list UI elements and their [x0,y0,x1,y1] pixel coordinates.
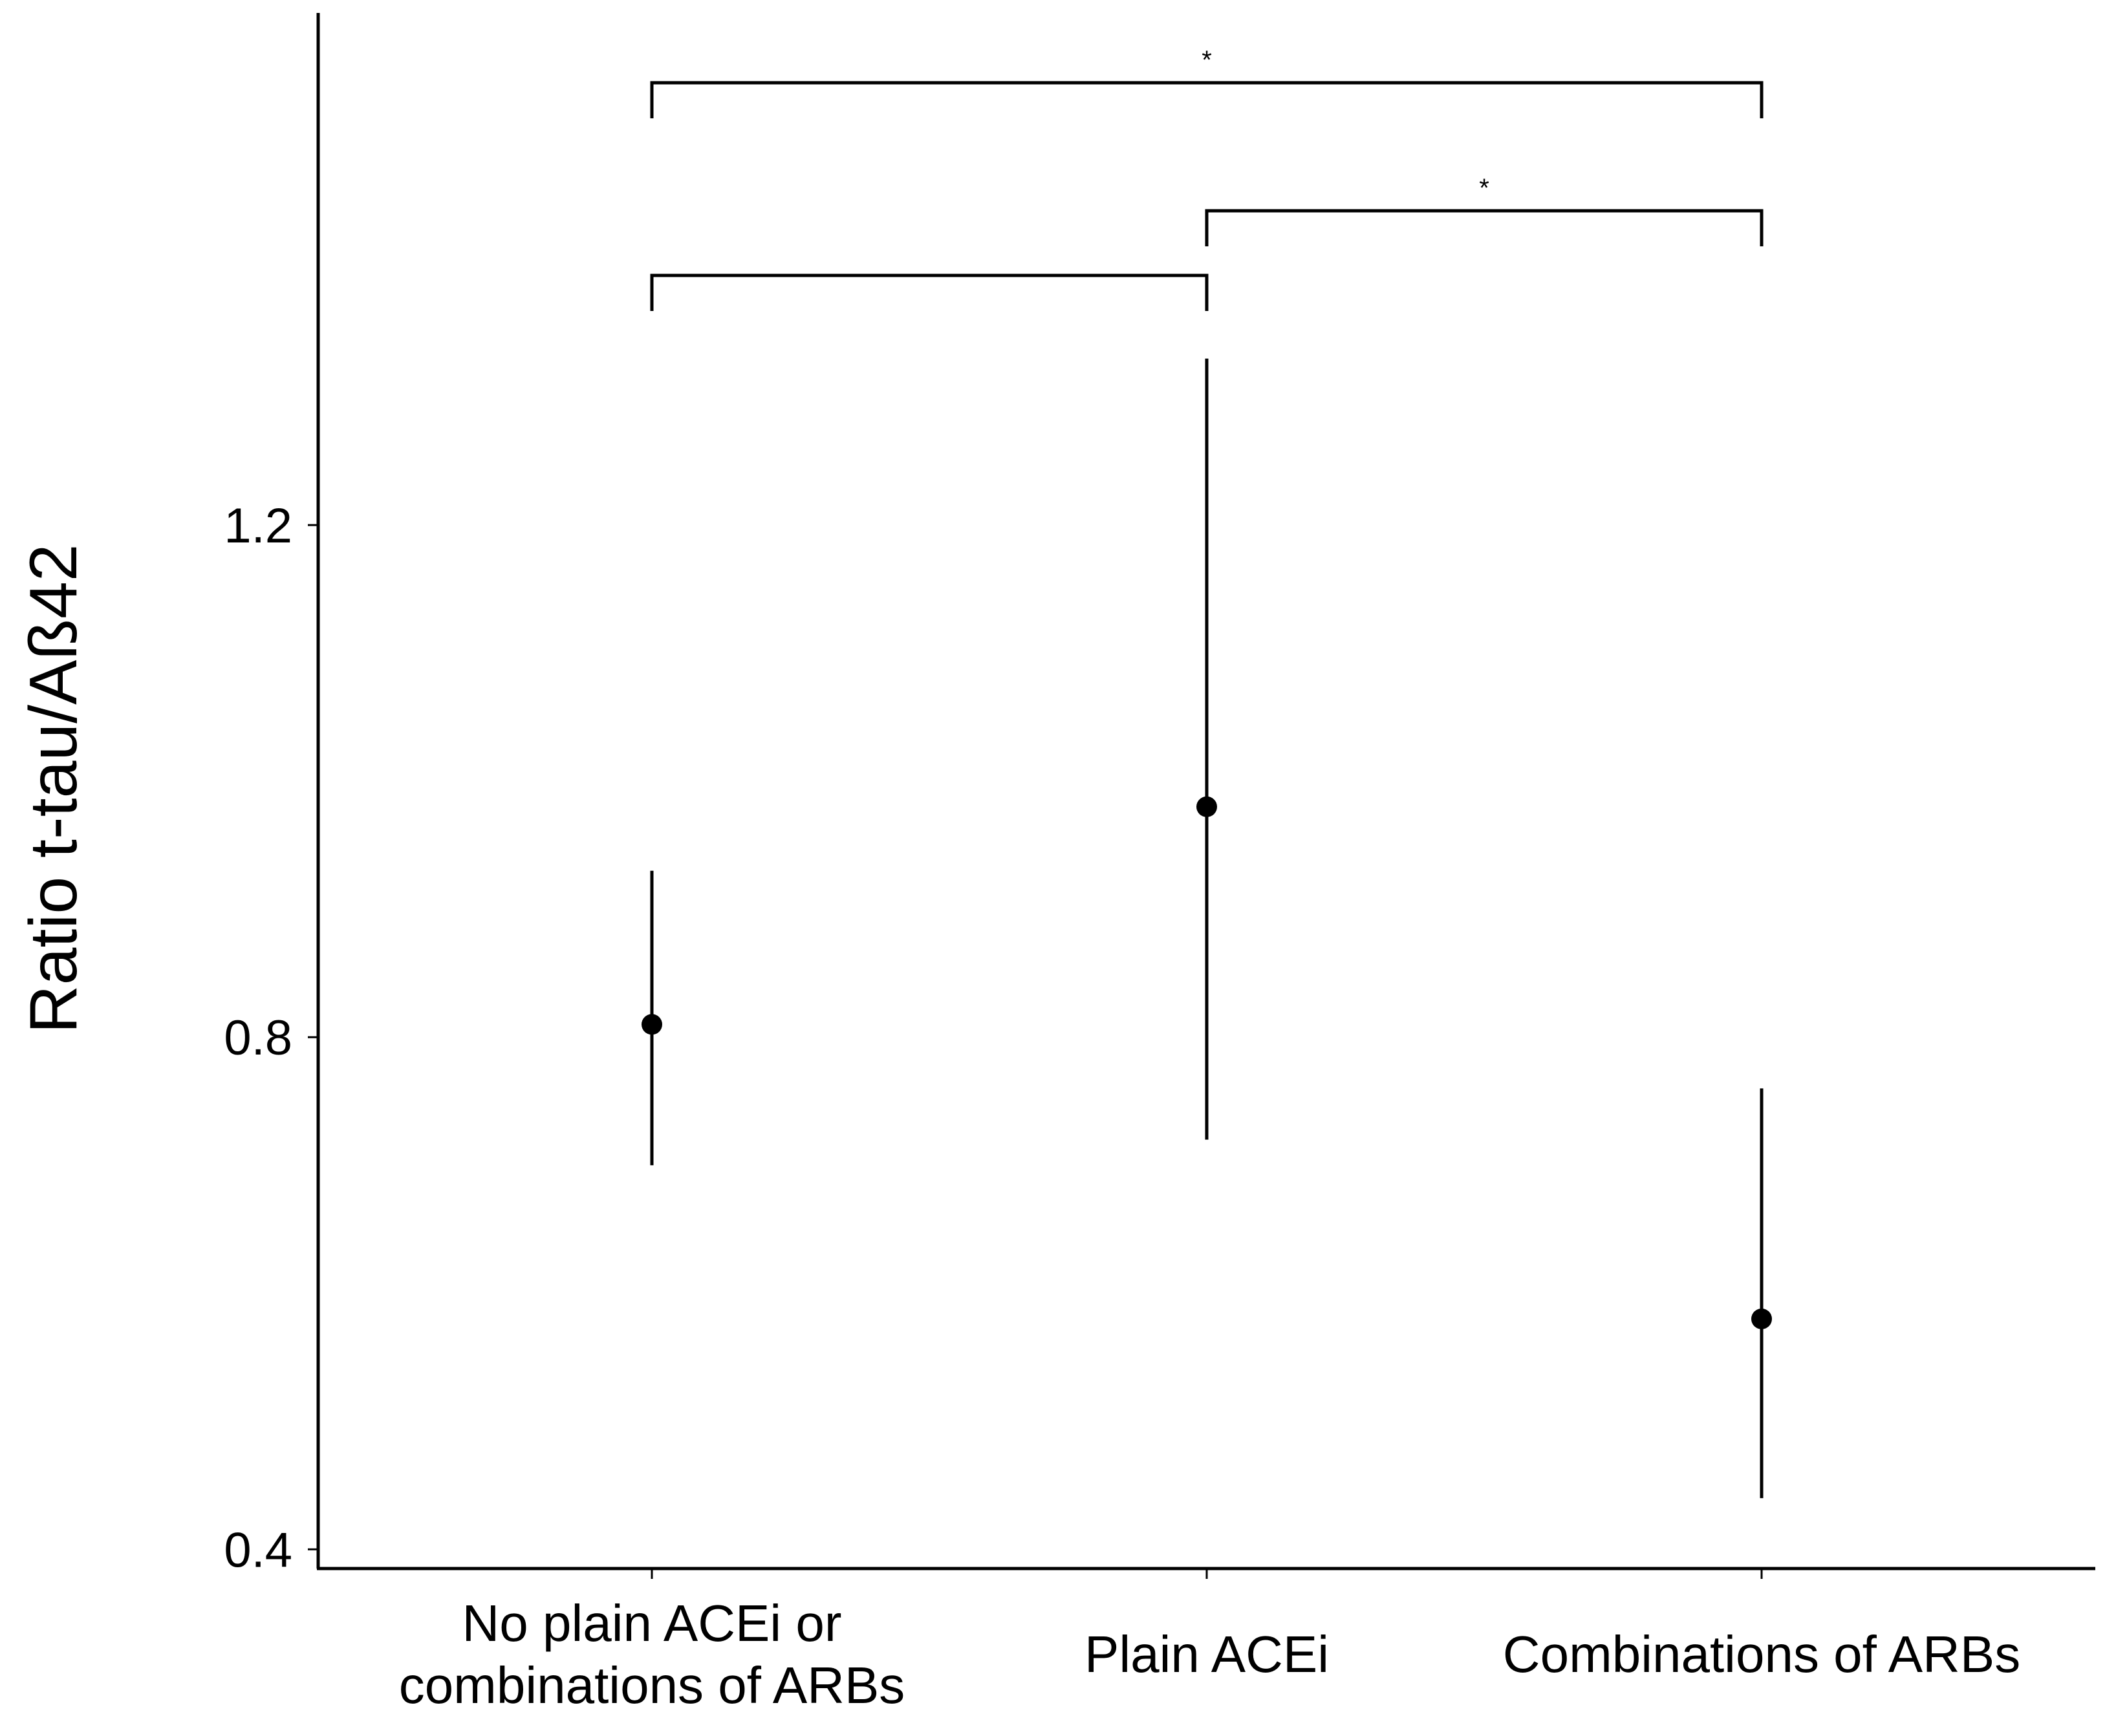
significance-brackets: ** [650,46,1764,311]
y-tick-label: 0.4 [224,1523,292,1578]
y-tick-label: 0.8 [224,1011,292,1066]
data-point [1196,796,1217,817]
x-category-label: Plain ACEi [1085,1625,1329,1683]
significance-bracket [650,81,1764,118]
y-tick-label: 1.2 [224,498,292,553]
significance-bracket [650,273,1209,311]
data-point [642,1014,662,1035]
significance-bracket [1205,209,1764,246]
significance-label: * [1202,46,1212,74]
x-category-label: Combinations of ARBs [1503,1625,2020,1683]
significance-label: * [1479,174,1489,202]
y-axis-title: Ratio t-tau/Aß42 [16,544,91,1033]
data-point [1751,1308,1772,1329]
x-category-label: No plain ACEi or [462,1594,842,1652]
x-category-label: combinations of ARBs [399,1656,905,1714]
y-ticks: 0.4 0.8 1.2 [224,498,318,1578]
error-bars [650,358,1764,1499]
data-points [642,796,1772,1329]
